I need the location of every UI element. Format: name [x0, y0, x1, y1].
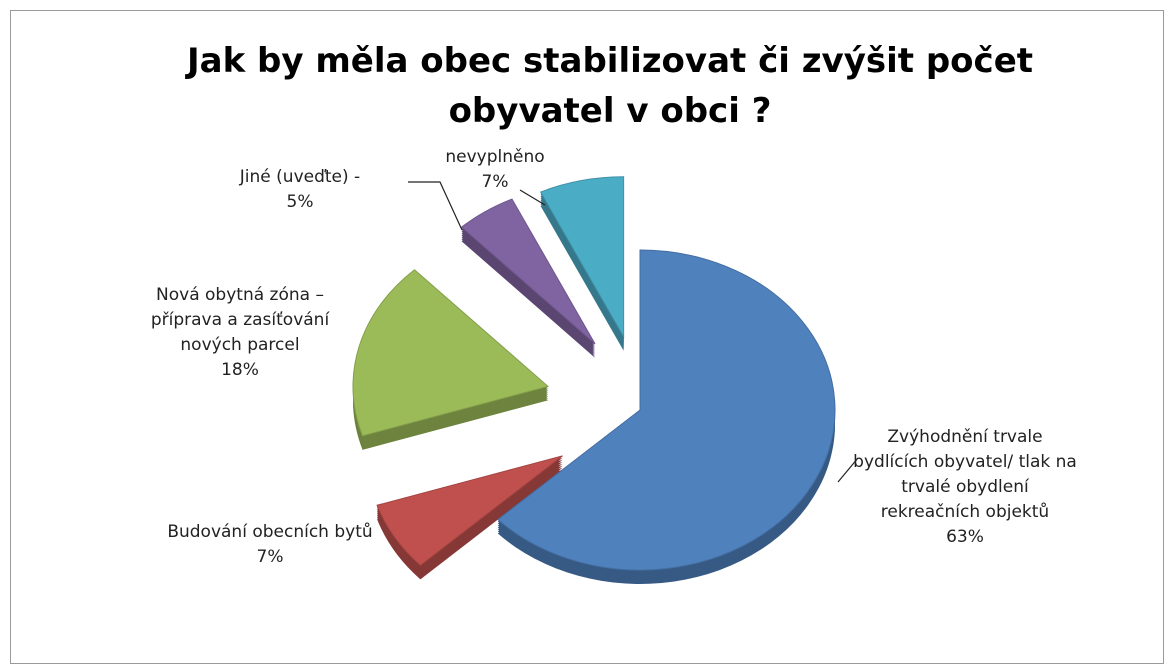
leader-line	[837, 457, 859, 483]
data-label: Jiné (uveďte) - 5%	[205, 165, 395, 215]
data-label: Budování obecních bytů 7%	[160, 520, 380, 570]
chart-title: Jak by měla obec stabilizovat či zvýšit …	[186, 41, 1034, 131]
slice	[539, 176, 625, 339]
value-label: 18%	[221, 360, 259, 380]
slice	[376, 455, 563, 566]
category-label: Budování obecních bytů	[167, 522, 373, 542]
category-label: nevyplněno	[445, 147, 545, 167]
category-label: Jiné (uveďte) -	[239, 167, 361, 187]
slice	[352, 269, 550, 437]
value-label: 7%	[481, 172, 509, 192]
chart-frame	[10, 10, 1164, 664]
category-label: Nová obytná zóna – příprava a zasíťování…	[150, 285, 330, 355]
value-label: 5%	[286, 192, 314, 212]
leader-line	[408, 181, 463, 231]
data-label: nevyplněno 7%	[420, 145, 570, 195]
data-label: Nová obytná zóna – příprava a zasíťování…	[120, 283, 360, 383]
value-label: 63%	[946, 527, 984, 547]
data-label: Zvýhodnění trvale bydlících obyvatel/ tl…	[850, 425, 1080, 550]
category-label: Zvýhodnění trvale bydlících obyvatel/ tl…	[853, 427, 1077, 522]
slice	[460, 198, 596, 345]
slice	[497, 249, 836, 571]
leader-line	[519, 189, 546, 206]
value-label: 7%	[256, 547, 284, 567]
